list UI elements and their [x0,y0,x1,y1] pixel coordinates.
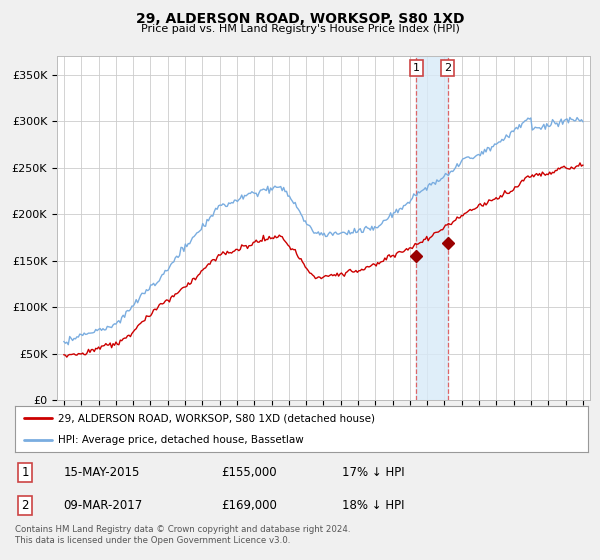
Text: 15-MAY-2015: 15-MAY-2015 [64,466,140,479]
Text: 2: 2 [444,63,451,73]
Text: £169,000: £169,000 [221,499,277,512]
Text: Contains HM Land Registry data © Crown copyright and database right 2024.
This d: Contains HM Land Registry data © Crown c… [15,525,350,545]
Text: 1: 1 [413,63,420,73]
Text: 29, ALDERSON ROAD, WORKSOP, S80 1XD: 29, ALDERSON ROAD, WORKSOP, S80 1XD [136,12,464,26]
Text: Price paid vs. HM Land Registry's House Price Index (HPI): Price paid vs. HM Land Registry's House … [140,24,460,34]
Bar [416,56,448,400]
Text: £155,000: £155,000 [221,466,277,479]
Text: 2: 2 [22,499,29,512]
Text: 17% ↓ HPI: 17% ↓ HPI [341,466,404,479]
Text: 18% ↓ HPI: 18% ↓ HPI [341,499,404,512]
Text: HPI: Average price, detached house, Bassetlaw: HPI: Average price, detached house, Bass… [58,436,304,445]
Text: 29, ALDERSON ROAD, WORKSOP, S80 1XD (detached house): 29, ALDERSON ROAD, WORKSOP, S80 1XD (det… [58,413,375,423]
Text: 09-MAR-2017: 09-MAR-2017 [64,499,143,512]
Text: 1: 1 [22,466,29,479]
